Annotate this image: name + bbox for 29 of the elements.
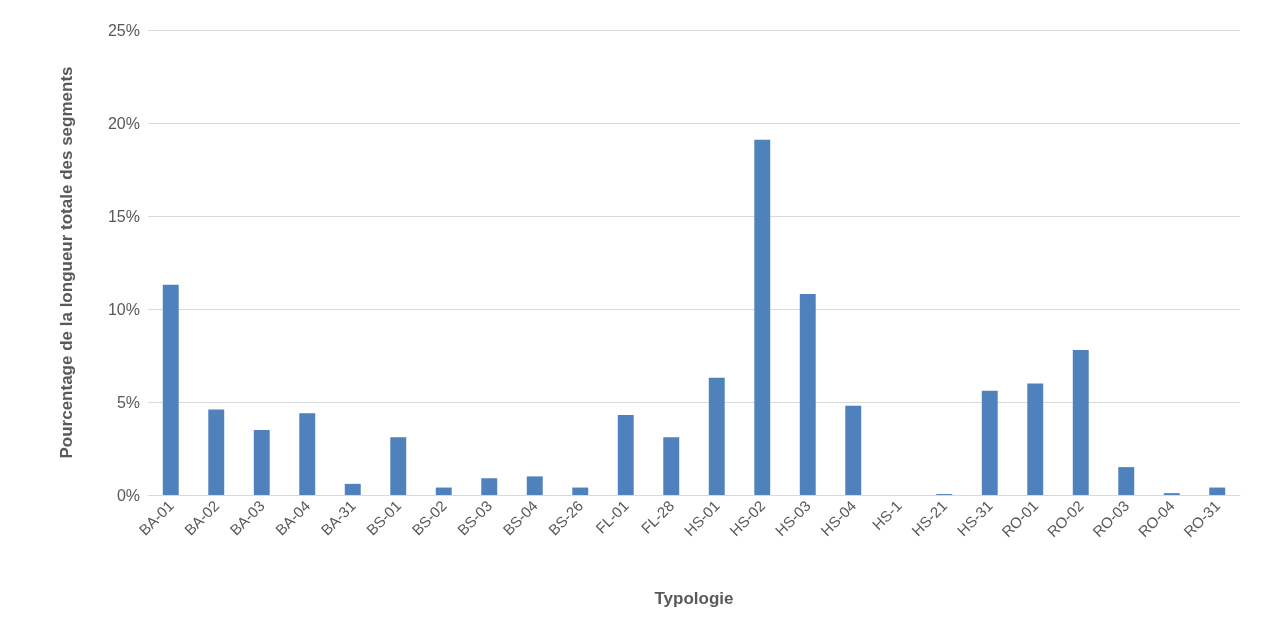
bar (1027, 383, 1044, 495)
bar (390, 437, 407, 495)
bar (162, 284, 179, 495)
y-tick-label: 20% (107, 114, 140, 132)
bar (708, 377, 725, 495)
bar (481, 478, 498, 495)
y-tick-label: 0% (116, 486, 140, 504)
bar (1072, 349, 1089, 495)
y-tick-label: 10% (107, 300, 140, 318)
bar (617, 415, 634, 495)
y-tick-label: 15% (107, 207, 140, 225)
x-axis-title: Typologie (654, 589, 734, 608)
bar (981, 390, 998, 495)
bar (435, 487, 452, 495)
bar (845, 405, 862, 495)
bar (299, 413, 316, 495)
bar (754, 139, 771, 495)
bar (799, 294, 816, 495)
bar (1209, 487, 1226, 495)
y-tick-label: 25% (107, 21, 140, 39)
bar (344, 483, 361, 495)
bar (253, 429, 270, 495)
y-axis-title: Pourcentage de la longueur totale des segments (56, 66, 76, 459)
y-tick-label: 5% (116, 393, 140, 411)
bar (663, 437, 680, 495)
bar (1118, 467, 1135, 495)
bar (572, 487, 589, 495)
bar (208, 409, 225, 495)
bar (526, 476, 543, 495)
